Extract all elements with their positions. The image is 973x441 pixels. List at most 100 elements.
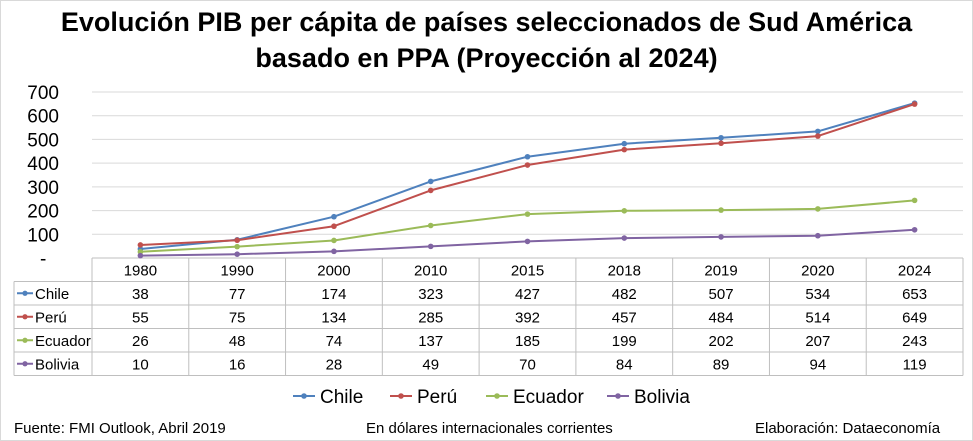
table-cell-value: 55 (132, 310, 149, 327)
credit-note: Elaboración: Dataeconomía (755, 420, 941, 437)
data-point (718, 234, 724, 240)
data-point (331, 237, 337, 244)
table-cell-value: 457 (612, 310, 637, 327)
data-point (331, 248, 337, 255)
data-point (137, 252, 144, 259)
y-tick-label: - (40, 249, 46, 270)
table-cell-value: 119 (903, 357, 927, 374)
data-point (621, 146, 628, 153)
x-tick-label: 2018 (608, 263, 641, 280)
legend-marker (615, 393, 621, 399)
table-cell-value: 28 (326, 357, 343, 374)
table-cell-value: 49 (422, 357, 439, 374)
table-cell-value: 26 (132, 333, 149, 350)
table-cell-value: 243 (902, 333, 927, 350)
table-series-marker (22, 361, 28, 367)
table-cell-value: 649 (902, 310, 927, 327)
table-series-name: Ecuador (35, 333, 91, 350)
source-note: Fuente: FMI Outlook, Abril 2019 (14, 420, 226, 437)
data-point (815, 133, 821, 139)
table-cell-value: 137 (418, 333, 443, 350)
y-tick-label: 100 (27, 225, 59, 246)
series-line (140, 103, 915, 246)
data-point (621, 208, 628, 214)
chart-title-line1: Evolución PIB per cápita de países selec… (60, 7, 913, 37)
table-series-marker (22, 337, 28, 343)
table-cell-value: 134 (321, 310, 346, 327)
table-series-name: Perú (35, 310, 67, 327)
table-series-marker (22, 314, 28, 320)
y-tick-label: 300 (27, 178, 59, 199)
legend-label: Ecuador (513, 387, 584, 408)
chart-title-line2: basado en PPA (Proyección al 2024) (255, 43, 718, 73)
table-series-name: Chile (35, 286, 69, 303)
x-tick-label: 2010 (414, 263, 447, 280)
x-tick-label: 2015 (511, 263, 544, 280)
x-tick-label: 2000 (317, 263, 350, 280)
table-cell-value: 202 (709, 333, 734, 350)
data-point (427, 187, 434, 194)
table-cell-value: 48 (229, 333, 246, 350)
data-point (524, 238, 531, 245)
legend-marker (398, 393, 404, 399)
data-point (718, 207, 724, 213)
data-point (621, 140, 628, 147)
table-cell-value: 10 (132, 357, 149, 374)
table-cell-value: 77 (229, 286, 246, 303)
table-cell-value: 514 (805, 310, 830, 327)
table-cell-value: 323 (418, 286, 443, 303)
x-tick-label: 1990 (220, 263, 253, 280)
series-line (140, 102, 915, 250)
data-point (524, 153, 531, 160)
table-cell-value: 392 (515, 310, 540, 327)
table-cell-value: 482 (612, 286, 637, 303)
y-tick-label: 500 (27, 130, 59, 151)
table-cell-value: 185 (515, 333, 540, 350)
table-cell-value: 89 (713, 357, 730, 374)
table-cell-value: 38 (132, 286, 149, 303)
legend-label: Chile (320, 387, 363, 408)
x-tick-label: 2020 (801, 263, 834, 280)
table-cell-value: 174 (321, 286, 346, 303)
y-tick-label: 400 (27, 154, 59, 175)
table-cell-value: 427 (515, 286, 540, 303)
y-tick-label: 600 (27, 107, 59, 128)
table-cell-value: 74 (326, 333, 343, 350)
legend-marker (301, 393, 307, 399)
data-point (718, 140, 724, 147)
data-point (524, 162, 531, 168)
table-cell-value: 207 (805, 333, 830, 350)
table-cell-value: 16 (229, 357, 246, 374)
table-cell-value: 653 (902, 286, 927, 303)
data-point (427, 243, 434, 250)
data-point (331, 213, 337, 220)
table-cell-value: 84 (616, 357, 633, 374)
data-point (524, 211, 531, 217)
table-series-marker (22, 290, 28, 296)
data-point (815, 128, 821, 135)
table-cell-value: 534 (805, 286, 830, 303)
legend-label: Bolivia (634, 387, 690, 408)
table-cell-value: 285 (418, 310, 443, 327)
table-cell-value: 507 (709, 286, 734, 303)
data-point (331, 223, 337, 230)
data-point (911, 101, 918, 107)
legend-marker (494, 393, 500, 399)
table-cell-value: 70 (519, 357, 536, 374)
data-point (621, 235, 628, 241)
x-tick-label: 2019 (704, 263, 737, 280)
y-tick-label: 200 (27, 202, 59, 223)
units-note: En dólares internacionales corrientes (366, 420, 613, 437)
data-point (234, 251, 240, 258)
data-point (911, 226, 918, 233)
data-point (427, 222, 434, 229)
data-point (137, 242, 144, 248)
table-cell-value: 484 (709, 310, 734, 327)
data-point (911, 197, 918, 204)
chart-title: Evolución PIB per cápita de países selec… (0, 4, 973, 76)
table-cell-value: 94 (809, 357, 826, 374)
y-tick-label: 700 (27, 83, 59, 104)
table-series-name: Bolivia (35, 357, 80, 374)
table-cell-value: 75 (229, 310, 246, 327)
